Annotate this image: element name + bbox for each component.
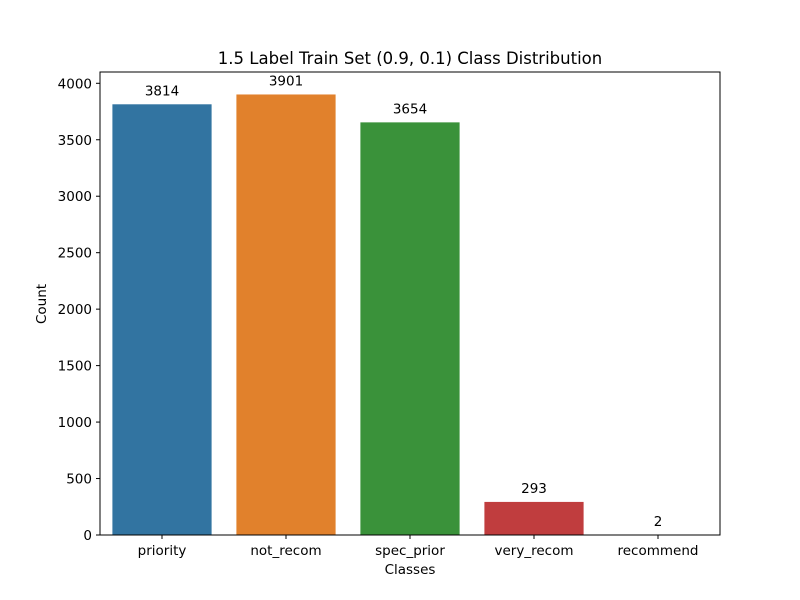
data-label-recommend: 2 bbox=[654, 514, 663, 530]
y-tick-label: 4000 bbox=[58, 76, 92, 92]
data-label-not-recom: 3901 bbox=[269, 73, 303, 89]
bars-layer: 3814 3901 3654 293 2 bbox=[112, 73, 708, 536]
y-tick-label: 2000 bbox=[58, 302, 92, 318]
bar-not-recom bbox=[236, 94, 336, 535]
y-tick-label: 500 bbox=[66, 472, 92, 488]
x-tick-label: priority bbox=[138, 543, 187, 559]
data-label-spec-prior: 3654 bbox=[393, 101, 427, 117]
y-tick-label: 1000 bbox=[58, 415, 92, 431]
x-tick-label: very_recom bbox=[495, 543, 574, 559]
y-tick-label: 3500 bbox=[58, 133, 92, 149]
plot-frame bbox=[99, 71, 721, 536]
y-tick-label: 3000 bbox=[58, 189, 92, 205]
x-tick-label: spec_prior bbox=[375, 543, 445, 559]
chart-title: 1.5 Label Train Set (0.9, 0.1) Class Dis… bbox=[218, 49, 602, 68]
y-tick-label: 0 bbox=[83, 528, 92, 544]
data-label-very-recom: 293 bbox=[521, 481, 547, 497]
bar-priority bbox=[112, 104, 212, 536]
y-tick-label: 1500 bbox=[58, 359, 92, 375]
ticks-layer: priority not_recom spec_prior very_recom rec… bbox=[58, 76, 699, 559]
data-label-priority: 3814 bbox=[145, 83, 179, 99]
bar-very-recom bbox=[484, 501, 584, 535]
bar-spec-prior bbox=[360, 122, 460, 536]
x-tick-label: not_recom bbox=[250, 543, 321, 559]
x-axis-label: Classes bbox=[385, 562, 436, 578]
y-axis-label: Count bbox=[34, 284, 50, 324]
y-tick-label: 2500 bbox=[58, 246, 92, 262]
x-tick-label: recommend bbox=[618, 543, 699, 559]
